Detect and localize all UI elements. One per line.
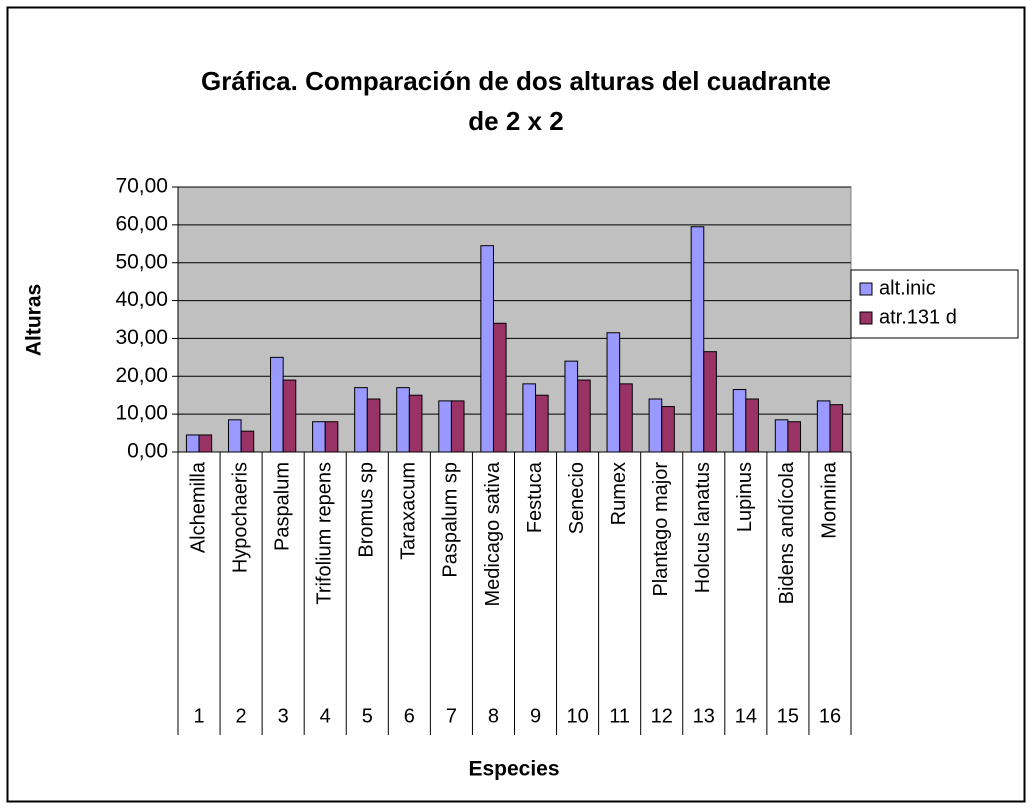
- x-tick-label: Holcus lanatus: [692, 462, 714, 593]
- x-tick-label: Lupinus: [734, 462, 756, 532]
- x-tick-label: Paspalum: [271, 462, 293, 551]
- x-tick-label: Medicago sativa: [482, 461, 504, 606]
- bar: [408, 394, 423, 453]
- x-tick-label: Monnina: [818, 461, 840, 539]
- bar: [198, 434, 213, 453]
- y-tick-label: 40,00: [115, 288, 168, 311]
- y-tick-label: 60,00: [115, 212, 168, 235]
- legend-box: [850, 269, 1019, 339]
- x-group-label: 12: [651, 705, 673, 727]
- legend-swatch: [859, 282, 873, 296]
- x-tick-label: Bromus sp: [356, 462, 378, 558]
- y-axis-label: Alturas: [23, 284, 46, 356]
- x-tick-label: Bidens andícola: [776, 461, 798, 604]
- x-group-label: 14: [735, 705, 757, 727]
- x-tick-label: Taraxacum: [398, 462, 420, 560]
- bar: [619, 383, 633, 453]
- x-group-label: 16: [819, 705, 841, 727]
- bar: [564, 360, 579, 453]
- x-tick-label: Paspalum sp: [440, 462, 462, 578]
- bar: [703, 351, 717, 453]
- x-group-label: 4: [320, 705, 331, 727]
- x-group-label: 8: [488, 705, 499, 727]
- x-tick-label: Senecio: [566, 462, 588, 534]
- bar: [396, 387, 410, 453]
- y-tick-label: 20,00: [115, 364, 168, 387]
- bar: [816, 400, 831, 453]
- x-tick-label: Hypochaeris: [229, 462, 251, 573]
- x-tick-label: Plantago major: [650, 462, 672, 597]
- bar: [240, 430, 255, 453]
- bar: [480, 245, 494, 453]
- bar: [270, 356, 284, 453]
- bar: [661, 406, 675, 453]
- bar: [185, 434, 200, 453]
- bar: [787, 421, 802, 453]
- x-group-label: 2: [236, 705, 247, 727]
- bar: [606, 332, 621, 453]
- x-tick-label: Trifolium repens: [314, 462, 336, 605]
- y-tick-label: 0,00: [127, 440, 168, 463]
- x-group-label: 3: [278, 705, 289, 727]
- bar: [227, 419, 242, 453]
- bar: [732, 389, 747, 453]
- bar: [522, 383, 537, 453]
- bar: [535, 394, 549, 453]
- bar: [745, 398, 759, 453]
- bar: [690, 226, 705, 453]
- x-group-label: 6: [404, 705, 415, 727]
- x-tick-label: Rumex: [608, 462, 630, 525]
- y-tick-label: 10,00: [115, 402, 168, 425]
- x-group-label: 7: [446, 705, 457, 727]
- x-group-label: 13: [693, 705, 715, 727]
- y-tick-label: 70,00: [115, 175, 168, 198]
- x-axis-label: Especies: [468, 758, 559, 781]
- bar: [577, 379, 591, 453]
- x-tick-label: Alchemilla: [187, 461, 209, 553]
- bar: [492, 322, 507, 453]
- x-group-label: 5: [362, 705, 373, 727]
- x-group-label: 1: [193, 705, 204, 727]
- bar: [324, 421, 339, 453]
- legend-swatch: [859, 311, 873, 325]
- legend-label: alt.inic: [879, 277, 936, 299]
- bar: [366, 398, 381, 453]
- bar: [354, 387, 368, 453]
- bar: [829, 404, 844, 453]
- bar: [312, 421, 326, 453]
- bar: [282, 379, 297, 453]
- x-group-label: 10: [566, 705, 588, 727]
- bar: [648, 398, 663, 453]
- legend-label: atr.131 d: [879, 306, 957, 328]
- x-tick-label: Festuca: [524, 461, 546, 533]
- bar: [450, 400, 465, 453]
- x-group-label: 9: [530, 705, 541, 727]
- y-tick-label: 30,00: [115, 326, 168, 349]
- bar: [438, 400, 452, 453]
- x-group-label: 11: [609, 705, 630, 727]
- bar: [774, 419, 789, 453]
- x-group-label: 15: [777, 705, 799, 727]
- chart-title: de 2 x 2: [468, 106, 563, 136]
- y-tick-label: 50,00: [115, 250, 168, 273]
- chart-title: Gráfica. Comparación de dos alturas del …: [201, 66, 831, 96]
